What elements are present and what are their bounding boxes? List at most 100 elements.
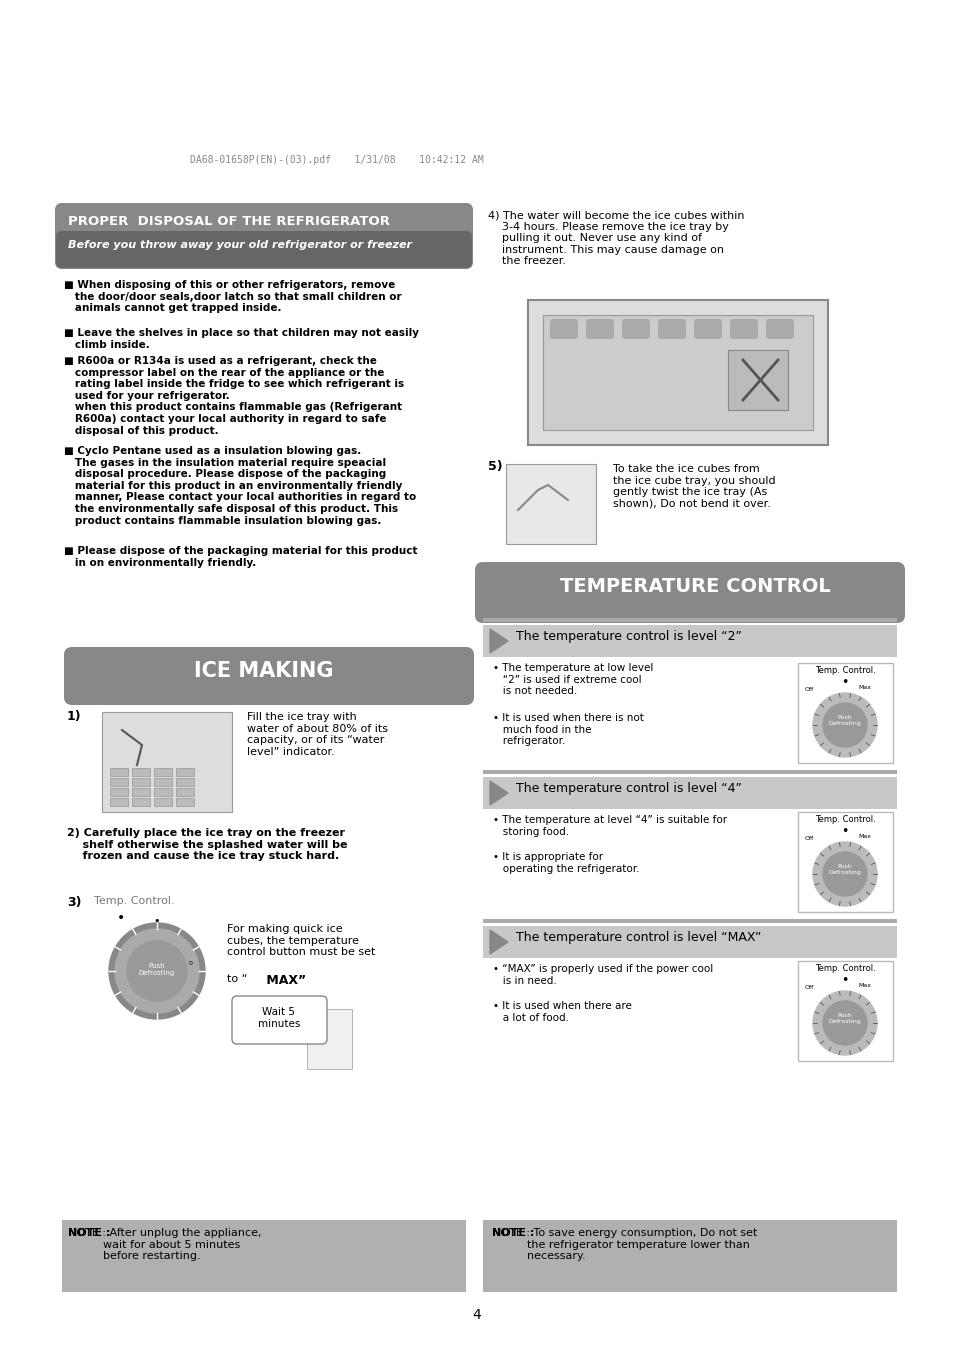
- Circle shape: [812, 693, 876, 757]
- Bar: [505, 463, 596, 544]
- FancyBboxPatch shape: [550, 319, 578, 339]
- Text: Temp. Control.: Temp. Control.: [94, 896, 174, 907]
- Text: NOTE : After unplug the appliance,
          wait for about 5 minutes
          : NOTE : After unplug the appliance, wait …: [68, 1228, 261, 1262]
- Text: ■ When disposing of this or other refrigerators, remove
   the door/door seals,d: ■ When disposing of this or other refrig…: [64, 280, 401, 313]
- Text: Temp. Control.: Temp. Control.: [814, 666, 875, 676]
- Text: Off  Max: Off Max: [129, 917, 158, 923]
- Text: The temperature control is level “MAX”: The temperature control is level “MAX”: [516, 931, 760, 944]
- FancyBboxPatch shape: [55, 203, 473, 269]
- Bar: [797, 812, 892, 912]
- Circle shape: [109, 923, 205, 1019]
- Circle shape: [812, 842, 876, 907]
- Bar: [132, 788, 150, 796]
- Text: • It is appropriate for
   operating the refrigerator.: • It is appropriate for operating the re…: [493, 852, 639, 874]
- Text: NOTE : To save energy consumption, Do not set
          the refrigerator tempera: NOTE : To save energy consumption, Do no…: [492, 1228, 757, 1262]
- Bar: [102, 712, 232, 812]
- Bar: [307, 1009, 352, 1069]
- Bar: [727, 350, 787, 409]
- Text: 3): 3): [67, 896, 81, 909]
- Text: PROPER  DISPOSAL OF THE REFRIGERATOR: PROPER DISPOSAL OF THE REFRIGERATOR: [68, 215, 390, 228]
- Bar: [527, 300, 827, 444]
- Text: Max: Max: [858, 685, 871, 690]
- Text: NOTE :: NOTE :: [68, 1228, 111, 1238]
- Bar: [110, 767, 128, 775]
- Text: Off: Off: [803, 836, 813, 842]
- Bar: [482, 626, 896, 657]
- Text: ICE MAKING: ICE MAKING: [194, 661, 334, 681]
- FancyBboxPatch shape: [585, 319, 614, 339]
- Text: ■ Please dispose of the packaging material for this product
   in on environment: ■ Please dispose of the packaging materi…: [64, 546, 417, 567]
- Bar: [110, 778, 128, 786]
- Bar: [542, 315, 812, 430]
- FancyBboxPatch shape: [765, 319, 793, 339]
- Text: •: •: [841, 825, 848, 838]
- Circle shape: [822, 852, 866, 896]
- Text: Temp. Control.: Temp. Control.: [814, 815, 875, 824]
- Polygon shape: [490, 781, 507, 805]
- Text: Max: Max: [858, 984, 871, 988]
- Circle shape: [822, 703, 866, 747]
- FancyBboxPatch shape: [232, 996, 327, 1044]
- Polygon shape: [490, 630, 507, 653]
- Circle shape: [822, 1001, 866, 1046]
- Text: Push
Defrosting: Push Defrosting: [828, 715, 861, 725]
- Text: To take the ice cubes from
the ice cube tray, you should
gently twist the ice tr: To take the ice cubes from the ice cube …: [613, 463, 775, 509]
- Text: •: •: [117, 911, 125, 925]
- FancyBboxPatch shape: [658, 319, 685, 339]
- Text: Push
Defrosting: Push Defrosting: [828, 865, 861, 875]
- Text: Wait 5
minutes: Wait 5 minutes: [257, 1006, 300, 1028]
- Text: Before you throw away your old refrigerator or freezer: Before you throw away your old refrigera…: [68, 240, 412, 250]
- Bar: [132, 767, 150, 775]
- Bar: [175, 778, 193, 786]
- Text: ■ R600a or R134a is used as a refrigerant, check the
   compressor label on the : ■ R600a or R134a is used as a refrigeran…: [64, 357, 404, 435]
- Bar: [482, 919, 896, 923]
- Text: TEMPERATURE CONTROL: TEMPERATURE CONTROL: [559, 577, 829, 596]
- Circle shape: [812, 992, 876, 1055]
- Text: For making quick ice
cubes, the temperature
control button must be set: For making quick ice cubes, the temperat…: [227, 924, 375, 958]
- FancyBboxPatch shape: [56, 231, 472, 267]
- Text: • It is used when there are
   a lot of food.: • It is used when there are a lot of foo…: [493, 1001, 631, 1023]
- Text: DA68-01658P(EN)-(03).pdf    1/31/08    10:42:12 AM: DA68-01658P(EN)-(03).pdf 1/31/08 10:42:1…: [190, 155, 483, 165]
- Text: • The temperature at low level
   “2” is used if extreme cool
   is not needed.: • The temperature at low level “2” is us…: [493, 663, 653, 696]
- Bar: [132, 778, 150, 786]
- Text: Push
Defrosting: Push Defrosting: [139, 963, 175, 975]
- Bar: [110, 798, 128, 807]
- Text: 2) Carefully place the ice tray on the freezer
    shelf otherwise the splashed : 2) Carefully place the ice tray on the f…: [67, 828, 347, 861]
- Bar: [797, 961, 892, 1061]
- Text: •: •: [841, 676, 848, 689]
- Text: •: •: [153, 916, 160, 925]
- Bar: [482, 770, 896, 774]
- Polygon shape: [490, 929, 507, 954]
- Text: MAX”: MAX”: [262, 974, 306, 988]
- Text: Temp. Control.: Temp. Control.: [814, 965, 875, 973]
- Text: to “: to “: [227, 974, 247, 984]
- Bar: [132, 798, 150, 807]
- Text: Push
Defrosting: Push Defrosting: [828, 1013, 861, 1024]
- Circle shape: [127, 942, 187, 1001]
- Text: 5): 5): [488, 459, 502, 473]
- FancyBboxPatch shape: [64, 647, 474, 705]
- Circle shape: [115, 929, 199, 1013]
- FancyBboxPatch shape: [475, 562, 904, 623]
- Bar: [175, 788, 193, 796]
- Bar: [482, 617, 896, 621]
- Text: ■ Leave the shelves in place so that children may not easily
   climb inside.: ■ Leave the shelves in place so that chi…: [64, 328, 418, 350]
- Text: 4) The water will become the ice cubes within
    3-4 hours. Please remove the i: 4) The water will become the ice cubes w…: [488, 209, 743, 266]
- Text: Fill the ice tray with
water of about 80% of its
capacity, or of its “water
leve: Fill the ice tray with water of about 80…: [247, 712, 388, 757]
- Text: 0: 0: [189, 961, 193, 966]
- FancyBboxPatch shape: [693, 319, 721, 339]
- Bar: [482, 925, 896, 958]
- Bar: [153, 767, 172, 775]
- Bar: [153, 798, 172, 807]
- Text: 4: 4: [472, 1308, 481, 1323]
- Text: NOTE :: NOTE :: [492, 1228, 534, 1238]
- Bar: [62, 1220, 465, 1292]
- Text: •: •: [841, 974, 848, 988]
- FancyBboxPatch shape: [621, 319, 649, 339]
- Text: The temperature control is level “4”: The temperature control is level “4”: [516, 782, 741, 794]
- Text: • It is used when there is not
   much food in the
   refrigerator.: • It is used when there is not much food…: [493, 713, 643, 746]
- Text: Max: Max: [858, 834, 871, 839]
- Bar: [482, 777, 896, 809]
- Bar: [482, 1220, 896, 1292]
- Bar: [797, 663, 892, 763]
